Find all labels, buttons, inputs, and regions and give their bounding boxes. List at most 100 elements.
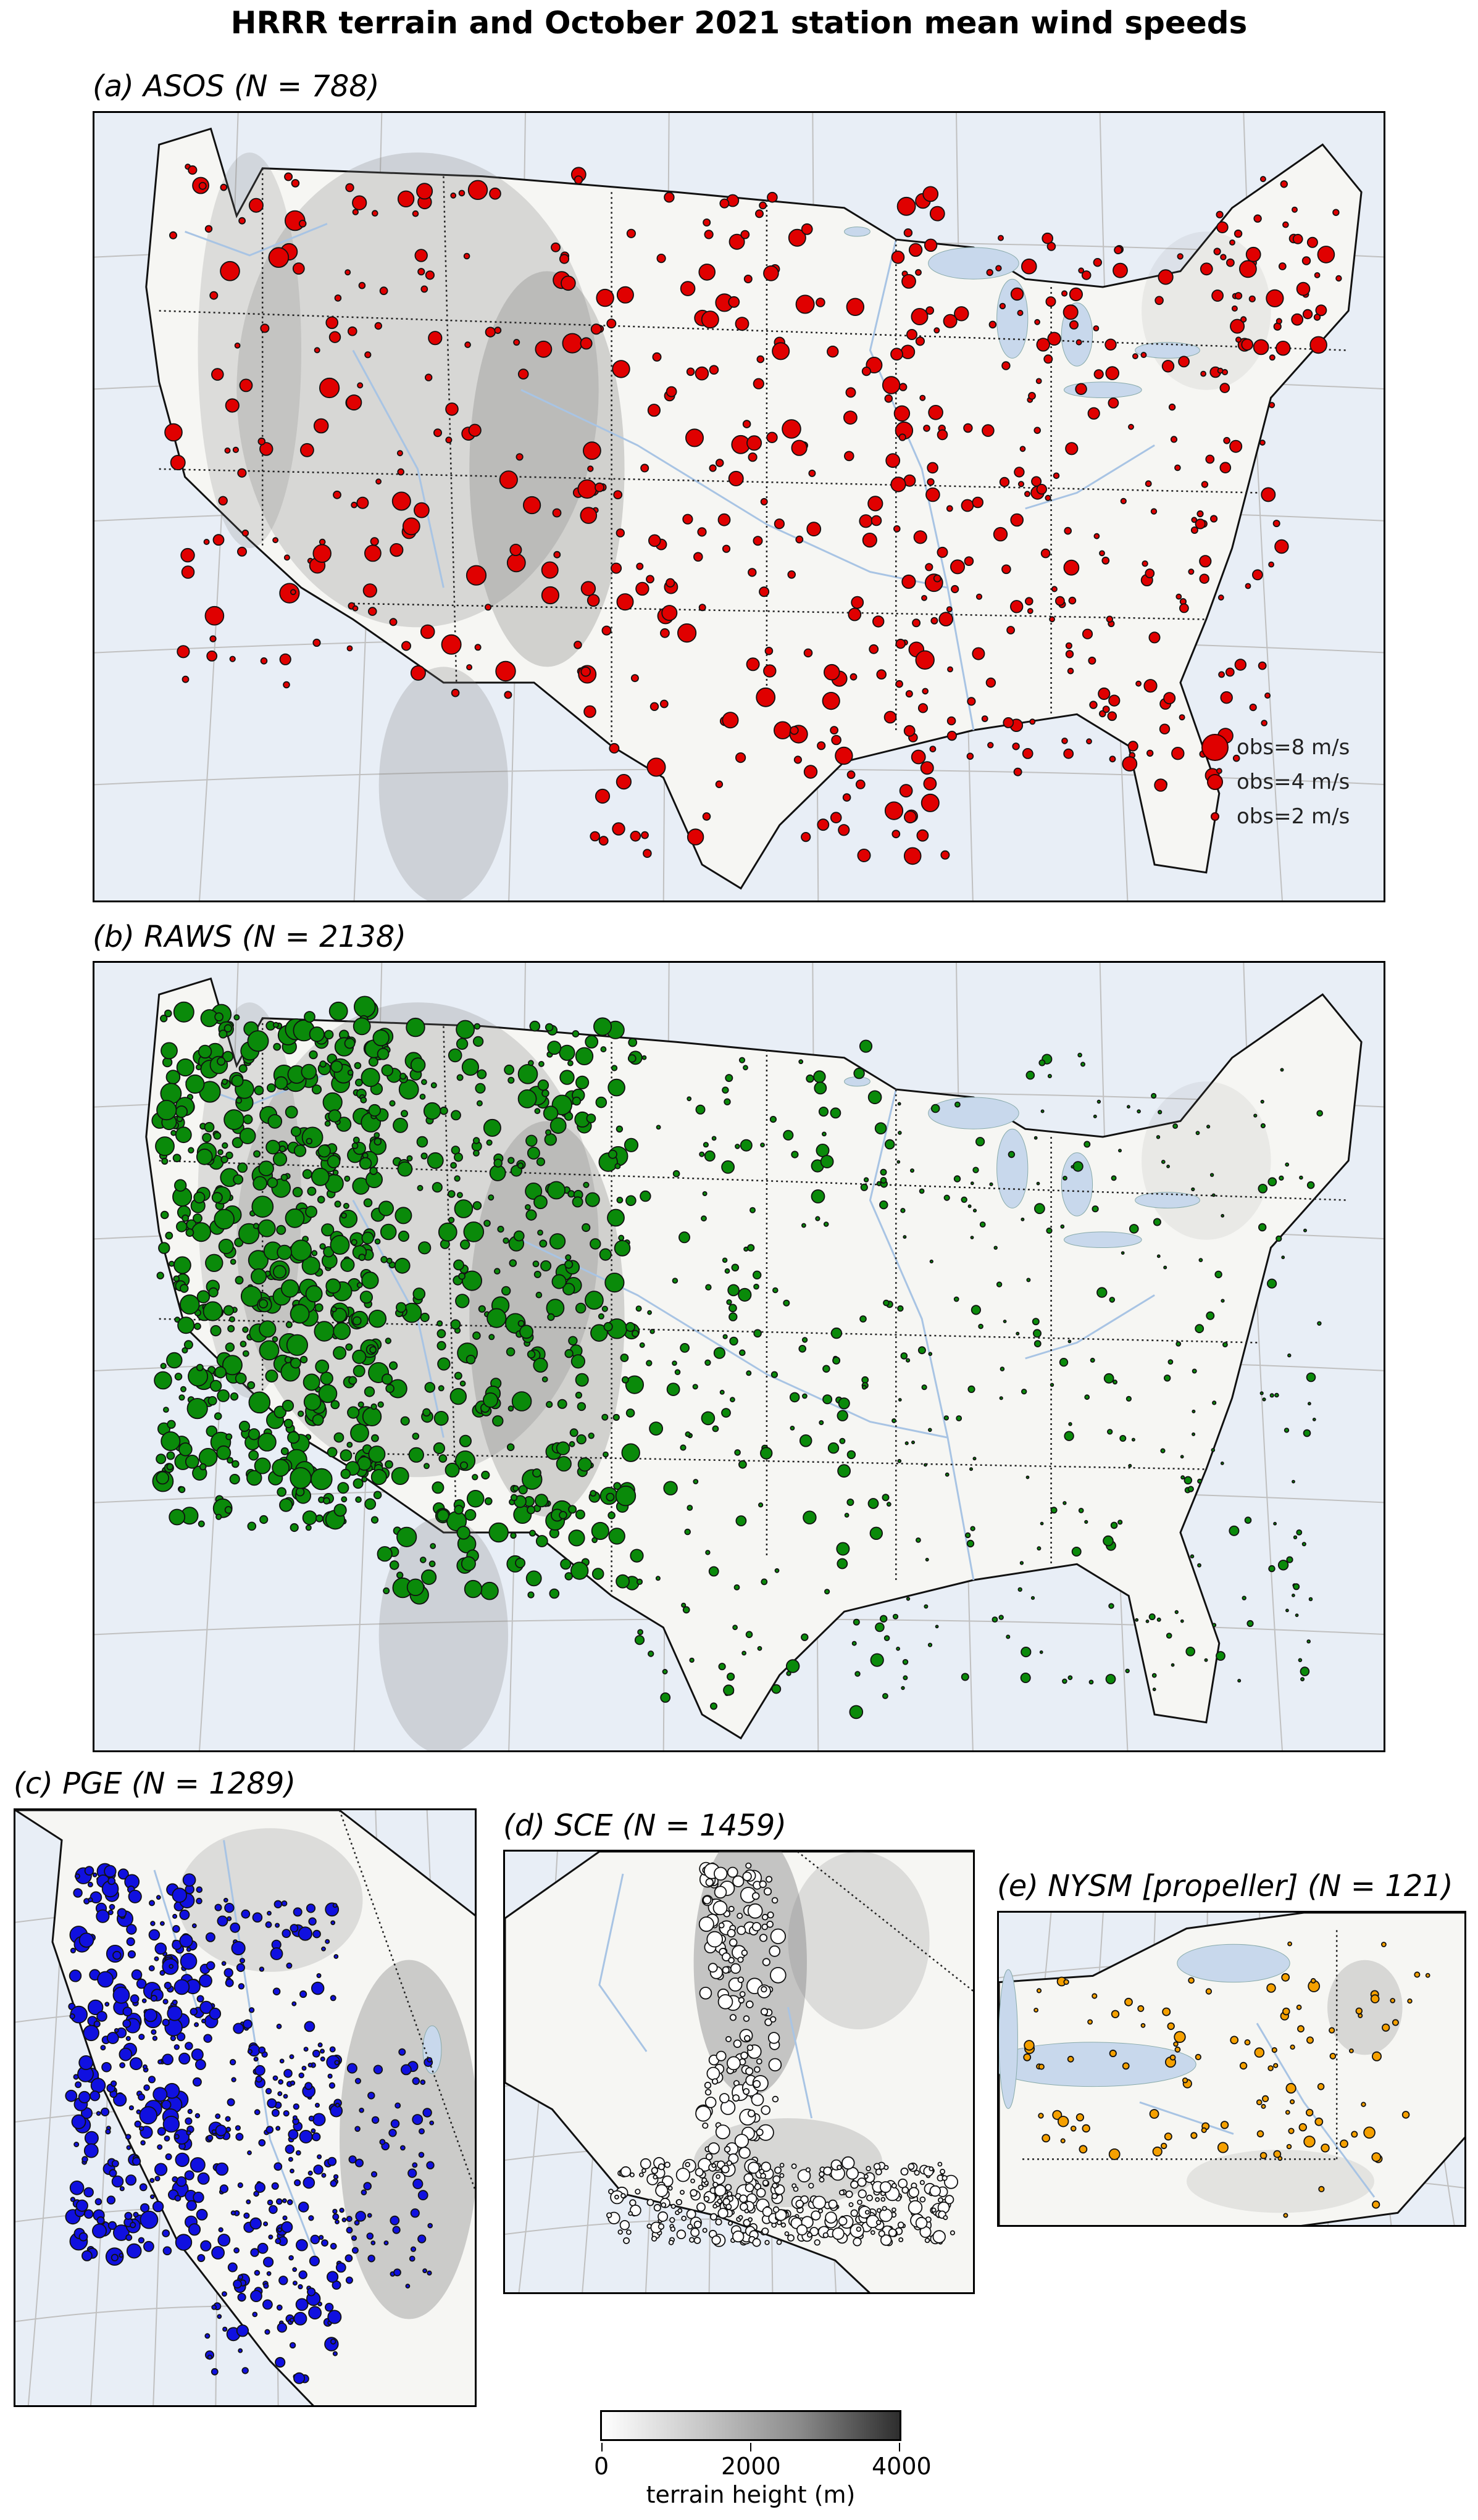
station-marker <box>1217 594 1224 601</box>
station-marker <box>247 2150 252 2155</box>
station-marker <box>1175 1341 1182 1347</box>
station-marker <box>1105 1674 1116 1684</box>
station-marker <box>304 1011 315 1023</box>
station-marker <box>358 281 366 289</box>
station-marker <box>898 433 906 441</box>
station-marker <box>293 2103 300 2110</box>
station-marker <box>732 2230 745 2243</box>
station-marker <box>972 647 985 660</box>
station-marker <box>310 1468 333 1491</box>
station-marker <box>1153 1218 1161 1226</box>
station-marker <box>684 1528 691 1536</box>
station-marker <box>188 1147 194 1154</box>
station-marker <box>194 2113 201 2119</box>
station-marker <box>993 1245 998 1250</box>
station-marker <box>241 530 249 537</box>
station-marker <box>1082 2124 1090 2133</box>
station-marker <box>1349 2048 1354 2053</box>
station-marker <box>1230 318 1245 334</box>
station-marker <box>629 2172 635 2177</box>
station-marker <box>119 2253 124 2258</box>
station-marker <box>658 2211 669 2222</box>
station-marker <box>1019 446 1026 452</box>
station-marker <box>928 404 943 420</box>
station-marker <box>888 2228 897 2237</box>
station-marker <box>737 1913 743 1919</box>
station-marker <box>154 1942 167 1955</box>
station-marker <box>970 1181 974 1186</box>
station-marker <box>430 1082 437 1089</box>
station-marker <box>456 1192 463 1199</box>
station-marker <box>1040 1109 1045 1113</box>
station-marker <box>1258 661 1267 670</box>
station-marker <box>741 1650 746 1656</box>
station-marker <box>922 688 929 695</box>
station-marker <box>672 1360 677 1366</box>
station-marker <box>283 554 290 561</box>
station-marker <box>798 1059 804 1065</box>
station-marker <box>254 2065 265 2076</box>
station-marker <box>567 1190 575 1198</box>
station-marker <box>422 2108 432 2118</box>
station-marker <box>772 2095 779 2103</box>
station-marker <box>396 450 403 457</box>
station-marker <box>463 1221 485 1242</box>
station-marker <box>372 1029 390 1047</box>
wind-speed-legend: obs=8 m/s obs=4 m/s obs=2 m/s <box>1193 730 1350 834</box>
station-marker <box>367 2255 375 2263</box>
station-marker <box>1266 1983 1276 1993</box>
station-marker <box>302 1510 317 1525</box>
station-marker <box>172 1999 178 2005</box>
station-marker <box>1163 1374 1171 1382</box>
station-marker <box>739 2202 748 2211</box>
station-marker <box>919 394 926 401</box>
station-marker <box>866 2166 871 2171</box>
station-marker <box>825 2211 837 2224</box>
station-marker <box>397 1161 413 1177</box>
legend-label-4: obs=4 m/s <box>1237 770 1350 794</box>
station-marker <box>911 1441 916 1445</box>
station-marker <box>233 1174 244 1185</box>
station-marker <box>225 1433 233 1441</box>
station-marker <box>961 1196 967 1204</box>
station-marker <box>1259 176 1266 183</box>
station-marker <box>292 2115 298 2121</box>
station-marker <box>69 1969 82 1982</box>
station-marker <box>606 2212 612 2218</box>
station-marker <box>541 586 560 605</box>
station-marker <box>512 1485 519 1492</box>
station-marker <box>324 1029 334 1040</box>
lake <box>1135 1192 1200 1208</box>
station-marker <box>1260 1123 1266 1129</box>
station-marker <box>816 1143 830 1157</box>
station-marker <box>740 1139 753 1152</box>
station-marker <box>751 1892 760 1900</box>
station-marker <box>287 1431 300 1444</box>
station-marker <box>687 1505 693 1511</box>
station-marker <box>1269 402 1276 409</box>
station-marker <box>138 2034 145 2040</box>
station-marker <box>1148 1613 1156 1621</box>
station-marker <box>549 1233 566 1250</box>
station-marker <box>396 1526 417 1547</box>
station-marker <box>607 2189 614 2195</box>
station-marker <box>312 1929 321 1939</box>
station-marker <box>1185 1647 1195 1657</box>
station-marker <box>1173 2041 1179 2047</box>
station-marker <box>381 1064 394 1077</box>
station-marker <box>925 306 934 315</box>
station-marker <box>1306 1639 1311 1644</box>
station-marker <box>69 2013 75 2019</box>
station-marker <box>156 1271 164 1279</box>
station-marker <box>1192 1432 1196 1436</box>
station-marker <box>506 1443 515 1452</box>
river <box>787 2006 813 2119</box>
station-marker <box>275 2238 282 2245</box>
station-marker <box>259 1515 269 1524</box>
station-marker <box>728 1905 735 1912</box>
station-marker <box>218 1238 234 1254</box>
station-marker <box>565 1254 572 1261</box>
station-marker <box>822 1365 830 1373</box>
station-marker <box>241 1909 251 1919</box>
station-marker <box>348 2155 357 2164</box>
